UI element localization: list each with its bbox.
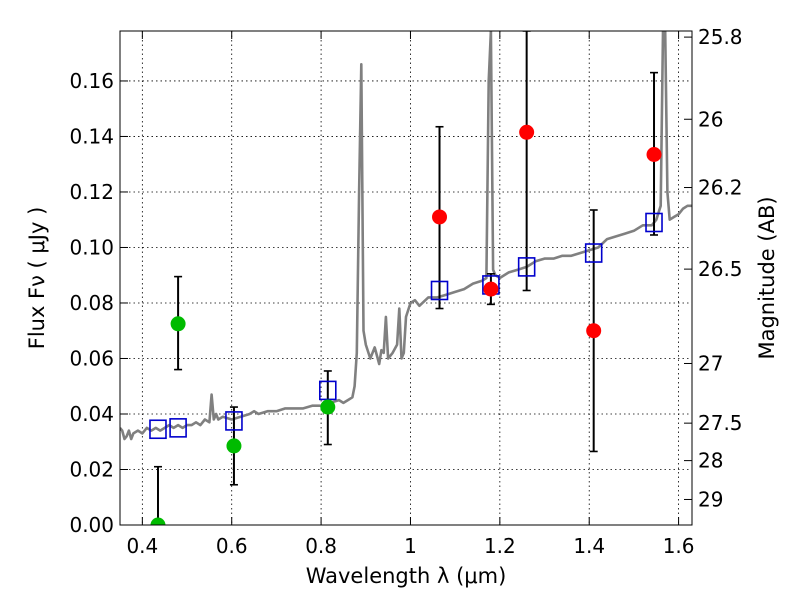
detection-point	[483, 281, 499, 297]
model-photometry-point	[169, 418, 187, 438]
y-tick-label: 0.16	[69, 69, 114, 93]
x-tick-label: 1	[404, 534, 417, 558]
nondetection-point	[170, 316, 186, 332]
x-axis-title: Wavelength λ (μm)	[306, 564, 507, 588]
detection-point	[432, 209, 448, 225]
x-tick-label: 1.6	[663, 534, 695, 558]
x-tick-label: 0.8	[305, 534, 337, 558]
x-tick-label: 0.4	[126, 534, 158, 558]
detection-point	[586, 323, 602, 339]
right-axis-title: Magnitude (AB)	[755, 196, 779, 359]
right-tick-label: 28	[698, 449, 723, 473]
plot-area	[120, 31, 692, 525]
model-photometry-point	[517, 257, 536, 277]
axis-ticks: 0.4 0.6 0.8 1 1.2 1.4 1.6 0.00 0.02 0.04 0.06 0.08 0…	[69, 25, 742, 558]
nondetection-point	[320, 399, 336, 415]
right-tick-label: 26	[698, 107, 723, 131]
y-tick-label: 0.14	[69, 124, 114, 148]
model-photometry-point	[149, 419, 167, 440]
x-tick-label: 1.2	[484, 534, 516, 558]
plot-frame	[119, 30, 693, 526]
model-photometry-point	[225, 411, 243, 431]
y-tick-label: 0.08	[69, 291, 114, 315]
y-tick-label: 0.04	[69, 402, 114, 426]
model-photometry-point	[318, 380, 337, 401]
right-tick-label: 26.2	[698, 176, 743, 200]
model-photometry-point	[645, 212, 663, 233]
model-photometry-point	[584, 243, 603, 263]
x-tick-label: 1.4	[573, 534, 605, 558]
y-tick-label: 0.00	[69, 513, 114, 537]
right-tick-label: 27	[698, 351, 723, 375]
y-tick-label: 0.06	[69, 346, 114, 370]
right-tick-label: 26.5	[698, 257, 743, 281]
nondetection-point	[150, 517, 166, 525]
detection-point	[646, 147, 662, 162]
x-tick-label: 0.6	[216, 534, 248, 558]
nondetection-point	[226, 438, 242, 454]
y-tick-label: 0.10	[69, 235, 114, 259]
spectrum-line	[120, 31, 692, 441]
y-axis-title: Flux Fν ( μJy )	[25, 207, 49, 350]
right-tick-label: 29	[698, 487, 723, 511]
y-tick-label: 0.02	[69, 457, 114, 481]
detection-point	[519, 124, 535, 140]
right-tick-label: 27.5	[698, 411, 743, 435]
model-photometry-point	[430, 280, 449, 301]
y-tick-label: 0.12	[69, 180, 114, 204]
right-tick-label: 25.8	[698, 25, 743, 49]
